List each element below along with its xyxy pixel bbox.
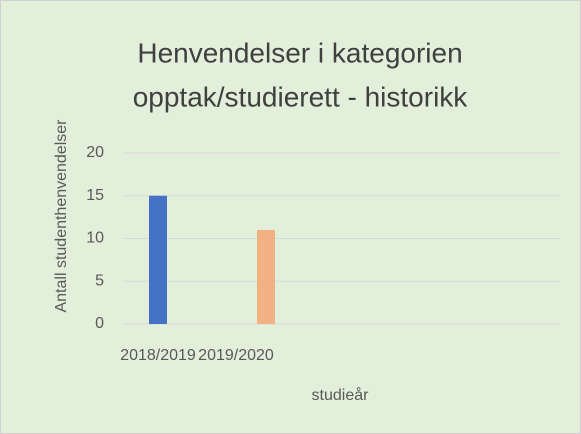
y-tick-label: 5 xyxy=(95,272,104,289)
y-tick-label: 0 xyxy=(95,315,104,332)
y-tick-label: 15 xyxy=(86,187,104,204)
y-tick-label: 10 xyxy=(86,230,104,247)
y-tick-label: 20 xyxy=(86,144,104,161)
x-axis-label: studieår xyxy=(312,386,370,404)
x-tick-label: 2019/2020 xyxy=(198,347,274,364)
bar xyxy=(257,229,275,324)
x-tick-label: 2018/2019 xyxy=(120,347,196,364)
chart-title: opptak/studierett - historikk xyxy=(133,81,469,112)
chart-title: Henvendelser i kategorien xyxy=(137,37,462,68)
bar xyxy=(149,195,167,324)
y-axis-label: Antall studenthenvendelser xyxy=(53,119,70,313)
